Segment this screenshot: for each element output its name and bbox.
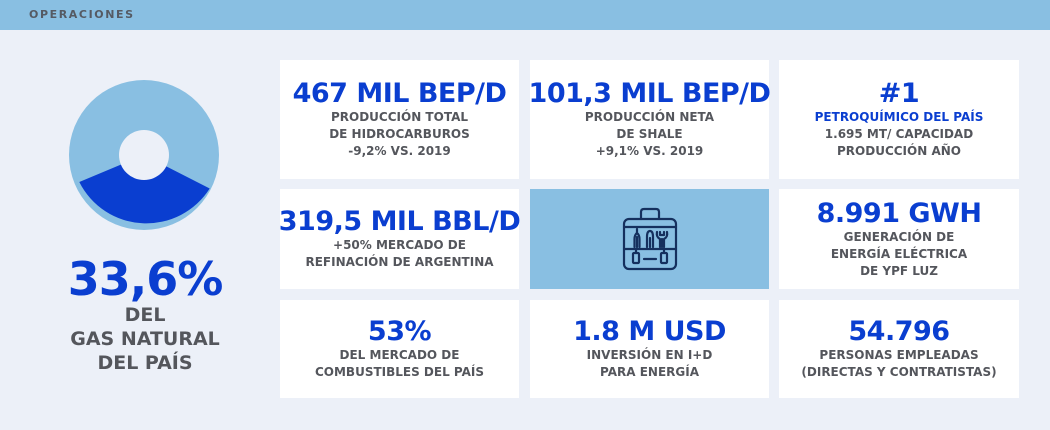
stat-label: COMBUSTIBLES DEL PAÍS <box>314 365 484 379</box>
stat-card-electricity: 8.991 GWH GENERACIÓN DE ENERGÍA ELÉCTRIC… <box>779 189 1019 289</box>
stat-label: -9,2% VS. 2019 <box>348 144 451 158</box>
stat-label: PRODUCCIÓN NETA <box>584 110 715 124</box>
stat-card-fuel-market: 53% DEL MERCADO DE COMBUSTIBLES DEL PAÍS <box>280 300 519 398</box>
gas-share-value: 33,6% <box>67 252 224 306</box>
stat-card-shale-production: 101,3 MIL BEP/D PRODUCCIÓN NETA DE SHALE… <box>528 60 771 179</box>
stat-value: #1 <box>878 78 920 109</box>
toolbox-icon-card <box>530 189 769 289</box>
stat-label: PRODUCCIÓN TOTAL <box>330 110 468 124</box>
stat-label: INVERSIÓN EN I+D <box>586 348 713 362</box>
stat-value: 319,5 MIL BBL/D <box>278 206 521 237</box>
stat-value: 1.8 M USD <box>573 316 726 347</box>
stat-label: DE SHALE <box>616 127 683 141</box>
gas-share-label-line: GAS NATURAL <box>70 328 220 350</box>
gas-share-label-line: DEL PAÍS <box>97 352 193 374</box>
stat-value: 54.796 <box>848 316 950 347</box>
stat-card-refining: 319,5 MIL BBL/D +50% MERCADO DE REFINACI… <box>278 189 521 289</box>
stat-label: +50% MERCADO DE <box>333 238 466 252</box>
stat-label: +9,1% VS. 2019 <box>595 144 704 158</box>
stat-label: 1.695 MT/ CAPACIDAD <box>824 127 974 141</box>
stat-value: 53% <box>367 316 432 347</box>
stat-label: PARA ENERGÍA <box>600 365 699 379</box>
toolbox-icon <box>622 207 677 271</box>
stat-card-employees: 54.796 PERSONAS EMPLEADAS (DIRECTAS Y CO… <box>779 300 1019 398</box>
stat-label: REFINACIÓN DE ARGENTINA <box>305 255 494 269</box>
stat-label: DE HIDROCARBUROS <box>329 127 470 141</box>
stat-card-rd-investment: 1.8 M USD INVERSIÓN EN I+D PARA ENERGÍA <box>530 300 769 398</box>
stat-label: (DIRECTAS Y CONTRATISTAS) <box>801 365 997 379</box>
section-header: OPERACIONES <box>0 0 1050 30</box>
donut-segment-share <box>79 155 210 224</box>
stat-value: 8.991 GWH <box>816 197 982 229</box>
stat-label: DE YPF LUZ <box>860 263 938 278</box>
stat-label: PERSONAS EMPLEADAS <box>819 348 979 362</box>
stat-label: ENERGÍA ELÉCTRICA <box>830 246 968 261</box>
stat-card-total-production: 467 MIL BEP/D PRODUCCIÓN TOTAL DE HIDROC… <box>280 60 519 179</box>
donut-hole <box>119 130 169 180</box>
gas-share-donut-chart <box>69 80 219 230</box>
stat-card-petrochemical: #1 PETROQUÍMICO DEL PAÍS 1.695 MT/ CAPAC… <box>779 60 1019 179</box>
stat-accent-label: PETROQUÍMICO DEL PAÍS <box>814 110 984 124</box>
section-title: OPERACIONES <box>29 8 135 21</box>
gas-share-label-line: DEL <box>124 304 166 326</box>
gas-share-stat: 33,6% DEL GAS NATURAL DEL PAÍS <box>40 255 250 375</box>
stat-label: DEL MERCADO DE <box>339 348 460 362</box>
stat-value: 467 MIL BEP/D <box>292 78 507 109</box>
stat-label: PRODUCCIÓN AÑO <box>837 144 961 158</box>
stat-label: GENERACIÓN DE <box>843 229 955 244</box>
stat-value: 101,3 MIL BEP/D <box>528 78 771 109</box>
